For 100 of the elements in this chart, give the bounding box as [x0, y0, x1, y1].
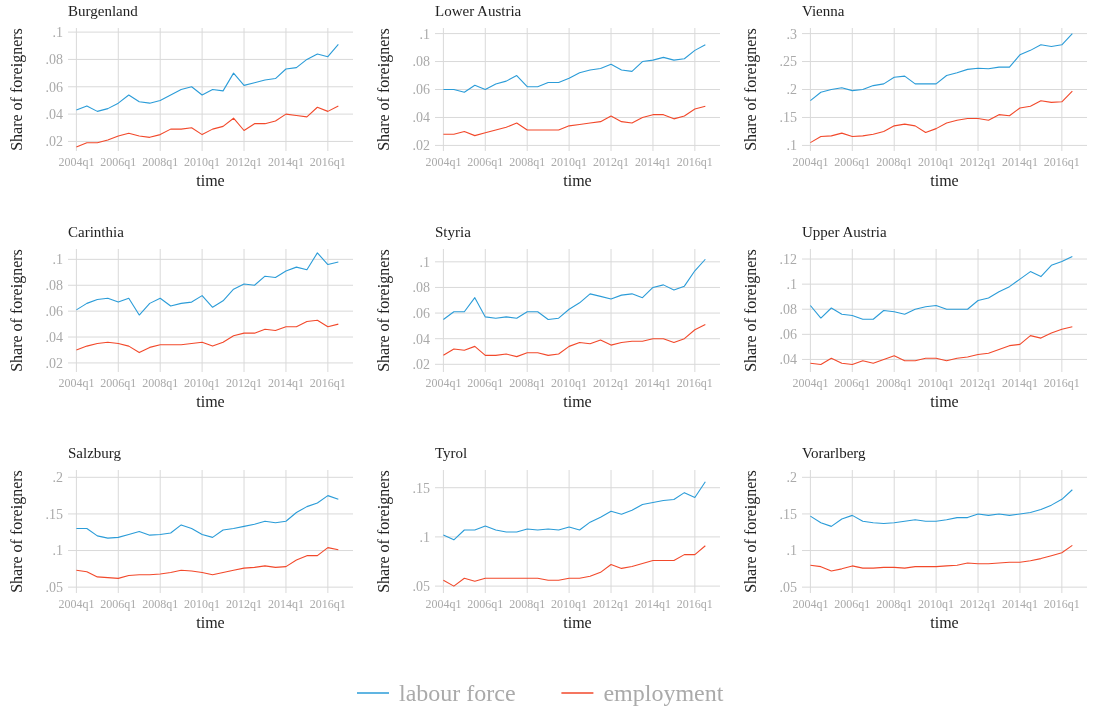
y-axis-title: Share of foreigners	[8, 470, 26, 593]
line-series	[809, 489, 1073, 527]
x-axis-title: time	[563, 172, 592, 189]
line-series	[809, 255, 1073, 320]
y-tick-label: .08	[45, 278, 63, 294]
y-tick-label: .1	[419, 254, 430, 270]
chart-title: Carinthia	[68, 224, 125, 240]
line-series	[75, 547, 339, 579]
y-tick-label: .04	[779, 352, 797, 368]
x-tick-label: 2014q1	[267, 376, 304, 390]
x-tick-label: 2010q1	[551, 376, 588, 390]
y-tick-label: .04	[412, 331, 430, 347]
x-tick-label: 2016q1	[309, 155, 346, 169]
y-tick-label: .2	[786, 82, 797, 98]
y-tick-label: .1	[419, 26, 430, 42]
line-series	[442, 324, 706, 358]
y-tick-label: .1	[786, 277, 797, 293]
y-tick-label: .25	[779, 54, 797, 70]
x-tick-label: 2006q1	[100, 376, 137, 390]
x-axis-title: time	[563, 614, 592, 631]
x-tick-label: 2006q1	[100, 155, 137, 169]
x-tick-label: 2006q1	[467, 155, 504, 169]
x-tick-label: 2004q1	[58, 155, 95, 169]
x-tick-label: 2006q1	[834, 597, 871, 611]
x-tick-label: 2016q1	[309, 376, 346, 390]
x-tick-label: 2004q1	[792, 376, 829, 390]
x-tick-label: 2008q1	[509, 376, 546, 390]
x-tick-label: 2010q1	[184, 376, 221, 390]
line-series	[442, 105, 706, 137]
x-tick-label: 2016q1	[309, 597, 346, 611]
x-axis-title: time	[196, 614, 225, 631]
y-tick-label: .15	[779, 110, 797, 126]
x-axis-title: time	[930, 172, 959, 189]
x-tick-label: 2004q1	[58, 376, 95, 390]
line-series	[809, 544, 1073, 572]
x-tick-label: 2016q1	[1043, 155, 1080, 169]
x-tick-label: 2016q1	[676, 376, 713, 390]
x-tick-label: 2008q1	[876, 376, 913, 390]
x-tick-label: 2014q1	[267, 155, 304, 169]
line-series	[75, 43, 339, 112]
x-tick-label: 2004q1	[792, 597, 829, 611]
x-tick-label: 2004q1	[425, 597, 462, 611]
line-series	[442, 481, 706, 541]
x-tick-label: 2010q1	[551, 155, 588, 169]
x-tick-label: 2008q1	[876, 597, 913, 611]
x-tick-label: 2012q1	[960, 597, 997, 611]
chart-title: Styria	[435, 224, 472, 240]
y-axis-title: Share of foreigners	[742, 470, 760, 593]
chart-title: Upper Austria	[802, 224, 887, 240]
x-tick-label: 2004q1	[792, 155, 829, 169]
line-series	[75, 252, 339, 316]
x-tick-label: 2012q1	[226, 597, 263, 611]
x-tick-label: 2016q1	[1043, 376, 1080, 390]
x-tick-label: 2008q1	[509, 597, 546, 611]
chart-title: Tyrol	[435, 445, 468, 461]
x-tick-label: 2010q1	[918, 597, 955, 611]
x-tick-label: 2008q1	[509, 155, 546, 169]
y-tick-label: .15	[412, 480, 430, 496]
y-tick-label: .06	[412, 305, 430, 321]
line-series	[442, 258, 706, 321]
x-tick-label: 2012q1	[960, 155, 997, 169]
x-tick-label: 2014q1	[1001, 376, 1038, 390]
x-tick-label: 2008q1	[876, 155, 913, 169]
y-tick-label: .08	[412, 280, 430, 296]
line-series	[809, 33, 1073, 102]
y-axis-title: Share of foreigners	[8, 249, 26, 372]
line-series	[442, 545, 706, 587]
y-tick-label: .1	[419, 529, 430, 545]
x-tick-label: 2010q1	[184, 155, 221, 169]
x-tick-label: 2006q1	[467, 597, 504, 611]
x-tick-label: 2012q1	[593, 597, 630, 611]
y-tick-label: .12	[779, 251, 797, 267]
y-axis-title: Share of foreigners	[742, 249, 760, 372]
x-tick-label: 2010q1	[918, 155, 955, 169]
x-tick-label: 2008q1	[142, 376, 179, 390]
x-tick-label: 2006q1	[467, 376, 504, 390]
x-axis-title: time	[930, 393, 959, 410]
x-tick-label: 2012q1	[960, 376, 997, 390]
y-tick-label: .08	[779, 302, 797, 318]
y-tick-label: .06	[45, 79, 63, 95]
x-tick-label: 2008q1	[142, 597, 179, 611]
y-tick-label: .02	[45, 355, 63, 371]
y-tick-label: .05	[779, 580, 797, 596]
y-tick-label: .06	[779, 327, 797, 343]
y-tick-label: .06	[412, 82, 430, 98]
x-tick-label: 2012q1	[593, 155, 630, 169]
y-tick-label: .02	[45, 134, 63, 150]
y-axis-title: Share of foreigners	[8, 28, 26, 151]
y-tick-label: .05	[412, 579, 430, 595]
x-tick-label: 2004q1	[58, 597, 95, 611]
chart-title: Vorarlberg	[802, 445, 867, 461]
x-tick-label: 2012q1	[226, 155, 263, 169]
y-tick-label: .15	[45, 506, 63, 522]
y-tick-label: .1	[786, 543, 797, 559]
chart-title: Vienna	[802, 3, 845, 19]
y-axis-title: Share of foreigners	[375, 249, 393, 372]
x-tick-label: 2004q1	[425, 155, 462, 169]
y-tick-label: .2	[52, 470, 63, 486]
line-series	[809, 90, 1073, 144]
x-tick-label: 2016q1	[1043, 597, 1080, 611]
